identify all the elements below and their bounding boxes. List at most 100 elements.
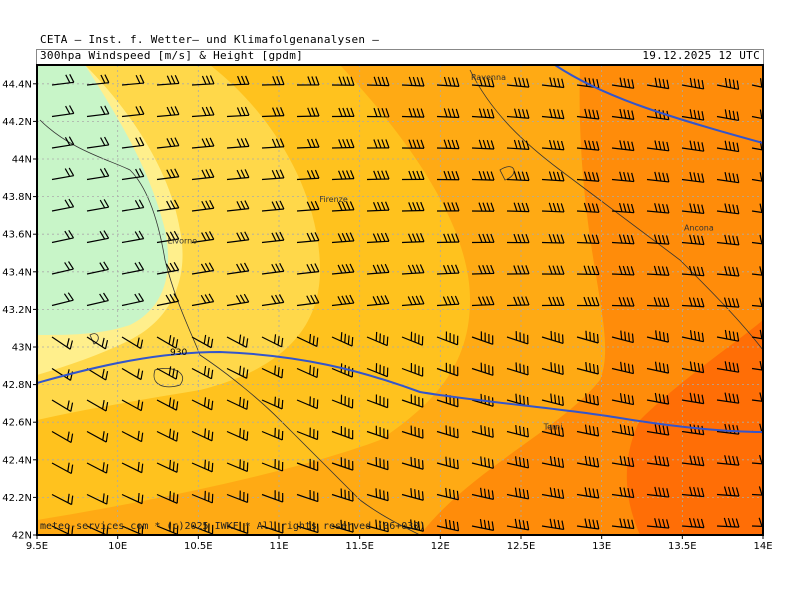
wind-barb (366, 232, 390, 244)
wind-barb (296, 521, 319, 534)
wind-barb (471, 518, 495, 531)
wind-barb (366, 488, 389, 502)
wind-barb (366, 263, 390, 275)
wind-barb (121, 493, 144, 505)
wind-barb (366, 519, 389, 533)
wind-barb (121, 105, 145, 118)
wind-barb (716, 140, 740, 153)
y-tick-label: 44.2N (2, 117, 32, 128)
wind-barb (191, 262, 215, 275)
wind-barb (576, 518, 600, 530)
x-tick-label: 10E (108, 541, 127, 552)
wind-barb (716, 297, 740, 308)
wind-barb (156, 262, 180, 275)
wind-barb (261, 231, 285, 244)
wind-barb (471, 108, 495, 119)
wind-barb (681, 203, 705, 215)
wind-barb (51, 430, 74, 443)
wind-barb (331, 107, 355, 118)
wind-barb (226, 396, 249, 410)
wind-barb (716, 361, 740, 373)
wind-barb (191, 106, 215, 118)
y-tick-label: 42.2N (2, 493, 32, 504)
wind-barb (471, 264, 495, 275)
wind-barb (471, 139, 495, 150)
wind-barb (261, 521, 284, 534)
wind-barb (226, 521, 249, 535)
wind-barb (51, 399, 74, 412)
wind-barb (156, 293, 180, 307)
wind-barb (366, 363, 389, 378)
wind-barb (541, 77, 565, 89)
wind-barb (541, 393, 564, 407)
wind-barb (261, 365, 284, 379)
wind-barb (226, 365, 249, 379)
wind-barb (401, 264, 425, 275)
wind-barb (156, 397, 179, 411)
city-label: Ancona (684, 223, 714, 232)
wind-barb (611, 518, 635, 530)
wind-barb (681, 265, 705, 277)
wind-barb (226, 231, 250, 244)
y-axis-ticks: 42N 42.2N 42.4N 42.6N 42.8N 43N 43.2N 43.4N 43.6… (2, 79, 37, 542)
wind-barb (121, 230, 145, 244)
wind-barb (681, 517, 705, 529)
wind-barb (191, 522, 214, 535)
wind-barb (51, 105, 75, 118)
wind-barb (506, 362, 529, 376)
wind-barb (646, 361, 670, 374)
wind-barb (471, 425, 494, 438)
wind-barb (611, 424, 635, 437)
wind-barb (716, 392, 740, 404)
wind-barb (331, 170, 355, 181)
wind-barb (51, 493, 74, 506)
wind-barb (506, 331, 529, 345)
wind-barb (471, 76, 495, 88)
wind-barb (331, 294, 355, 307)
wind-barb (366, 107, 390, 118)
wind-barb (436, 295, 460, 307)
contour-label-930: 930 (170, 348, 187, 358)
wind-barb (366, 170, 390, 181)
wind-barb (681, 392, 705, 405)
wind-barb (331, 263, 355, 275)
wind-barb (226, 490, 249, 504)
wind-barb (646, 424, 670, 436)
wind-barb (611, 171, 635, 183)
wind-barb (506, 139, 530, 150)
x-tick-label: 12.5E (507, 541, 536, 552)
plot-frame (36, 64, 764, 536)
wind-barb (156, 335, 179, 349)
wind-barb (716, 203, 740, 215)
wind-barb (331, 332, 354, 347)
wind-barb (541, 330, 564, 345)
wind-barb (576, 487, 600, 499)
wind-barb (121, 261, 145, 275)
wind-barb (681, 171, 705, 183)
wind-barb (86, 292, 109, 307)
city-label: Terni (543, 423, 563, 432)
wind-barb (51, 198, 75, 212)
city-labels: Ravenna Firenze Livorno Ancona Terni (168, 73, 714, 432)
x-tick-label: 14E (753, 541, 772, 552)
wind-barb (681, 77, 705, 90)
wind-barb (436, 170, 460, 181)
wind-barb (716, 329, 740, 342)
wind-barb (576, 393, 600, 406)
wind-barb (86, 105, 110, 118)
wind-barb (541, 362, 564, 376)
wind-barb (681, 330, 705, 343)
wind-barb (716, 77, 740, 90)
wind-barb (296, 334, 319, 348)
wind-barb (366, 425, 389, 440)
wind-barb (331, 138, 355, 149)
wind-barb (296, 107, 320, 118)
wind-barb (156, 491, 179, 504)
wind-barb (401, 394, 424, 408)
wind-barb (576, 424, 600, 437)
wind-barb (611, 486, 635, 499)
city-label: Livorno (168, 237, 198, 246)
wind-barb (611, 202, 635, 214)
wind-barb (191, 168, 215, 181)
wind-barb (471, 296, 495, 307)
